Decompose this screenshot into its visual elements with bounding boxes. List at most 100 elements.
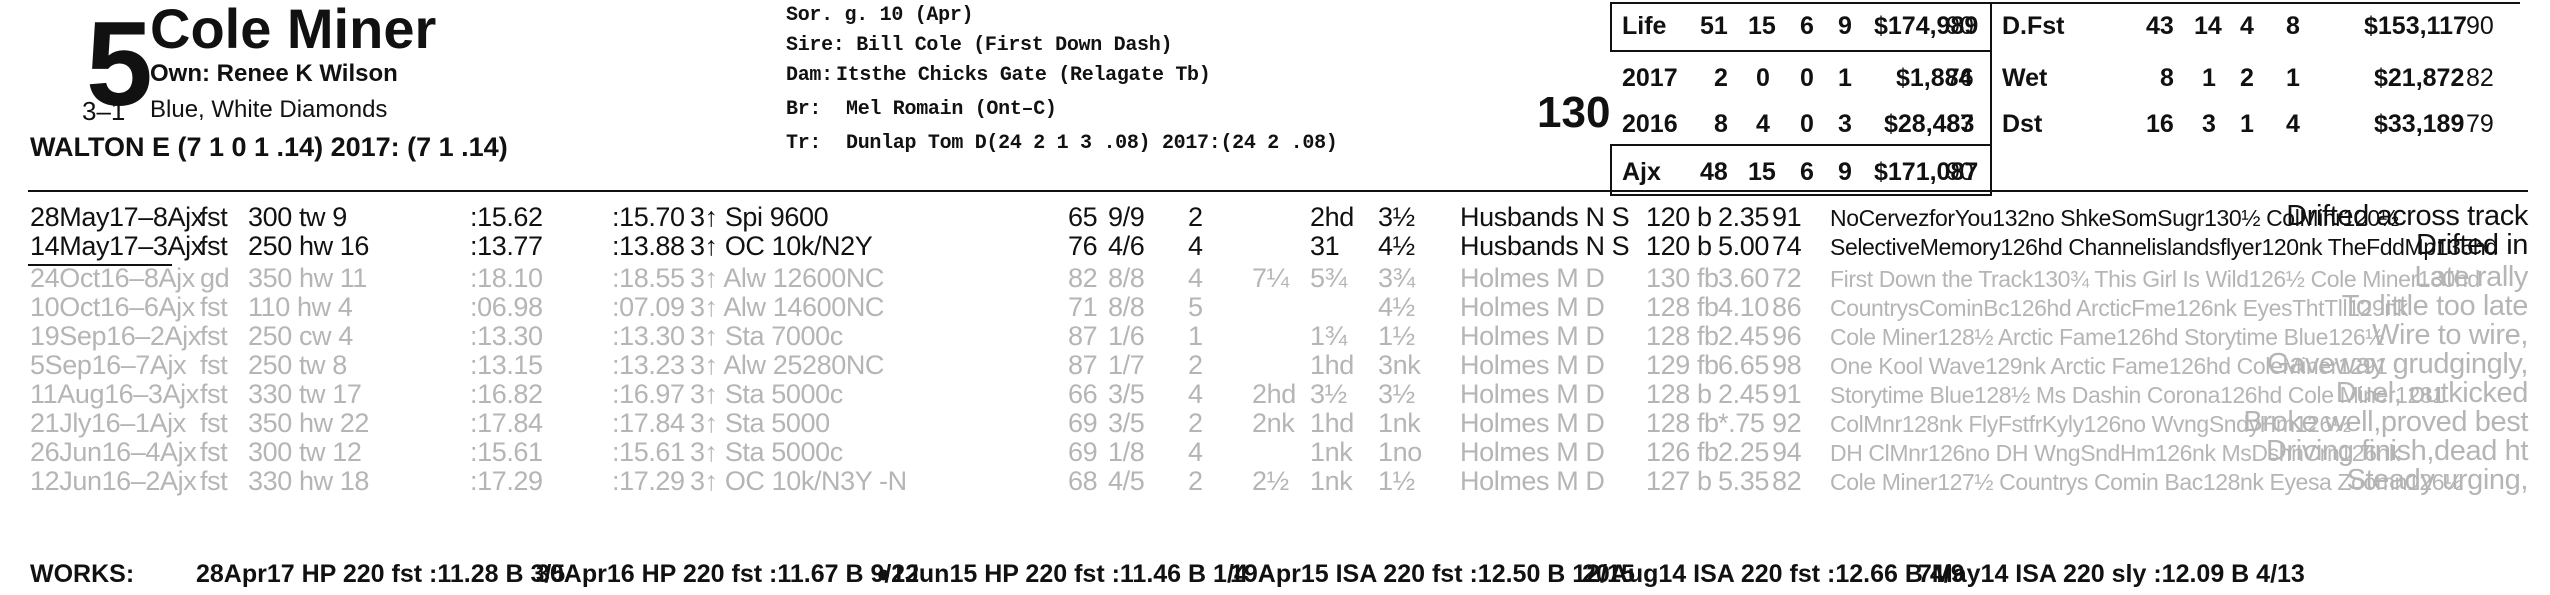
stat-starts: 16 [2146, 110, 2174, 138]
jockey: WALTON E (7 1 0 1 .14) 2017: (7 1 .14) [30, 132, 508, 162]
race-weight: 128 fb [1646, 321, 1719, 351]
race-figure: 82 [1772, 466, 1802, 496]
fraction-time: :17.29 [470, 466, 543, 496]
stats-box-ajx-rule [1610, 144, 1990, 146]
horse-name: Cole Miner [150, 0, 437, 60]
finish-position: 3nk [1378, 350, 1421, 380]
race-odds: 2.35 [1718, 202, 1769, 232]
final-time: :07.09 [612, 292, 685, 322]
final-time: :15.70 [612, 202, 685, 232]
fraction-time: :16.82 [470, 379, 543, 409]
works-label: WORKS: [30, 560, 135, 588]
race-weight: 120 b [1646, 202, 1712, 232]
race-weight: 130 fb [1646, 263, 1719, 293]
race-jockey: Holmes M D [1460, 350, 1605, 380]
stat-starts: 8 [2160, 64, 2174, 92]
post-position: 1/6 [1108, 321, 1145, 351]
stat-earnings: $33,189 [2374, 110, 2465, 138]
speed-figure: 87 [1068, 321, 1098, 351]
speed-figure: 69 [1068, 437, 1098, 467]
fraction-time: :13.30 [470, 321, 543, 351]
post-position: 9/9 [1108, 202, 1145, 232]
stat-figure: 90 [1946, 12, 1974, 40]
distance: 330 hw 18 [248, 466, 369, 496]
stretch-position: 1nk [1310, 437, 1353, 467]
post-position: 4/6 [1108, 231, 1145, 261]
race-odds: 3.60 [1718, 263, 1769, 293]
stat-wins: 15 [1748, 12, 1776, 40]
stat-figure: 79 [2466, 110, 2494, 138]
call-position: 2½ [1252, 466, 1289, 496]
race-remark: Late rally [2414, 261, 2528, 293]
stat-figure: 76 [1946, 64, 1974, 92]
distance: 250 tw 8 [248, 350, 347, 380]
trainer-label: Tr: [786, 132, 822, 155]
stat-earnings: $28,483 [1884, 110, 1975, 138]
stat-shows: 9 [1838, 158, 1852, 186]
race-jockey: Husbands N S [1460, 202, 1630, 232]
race-comment: ColMnr128nk FlyFstfrKyly126no WvngSndyHm… [1830, 411, 2351, 437]
race-jockey: Holmes M D [1460, 379, 1605, 409]
race-class: 3↑ Alw 25280NC [690, 350, 885, 380]
race-comment: SelectiveMemory126hd Channelislandsflyer… [1830, 234, 2498, 260]
track-condition: gd [200, 263, 230, 293]
stat-wins: 1 [2202, 64, 2216, 92]
silks: Blue, White Diamonds [150, 96, 388, 123]
stat-earnings: $21,872 [2374, 64, 2465, 92]
stretch-position: 31 [1310, 231, 1340, 261]
distance: 250 hw 16 [248, 231, 369, 261]
call-position: 2hd [1252, 379, 1296, 409]
race-figure: 86 [1772, 292, 1802, 322]
stat-places: 6 [1800, 158, 1814, 186]
stat-shows: 1 [2286, 64, 2300, 92]
stat-label: D.Fst [2002, 12, 2065, 40]
final-time: :13.23 [612, 350, 685, 380]
speed-figure: 71 [1068, 292, 1098, 322]
race-date: 28May17–8Ajx [30, 202, 204, 232]
work-item: 30Apr16 HP 220 fst :11.67 B 9/12 [536, 560, 920, 588]
race-date: 19Sep16–2Ajx [30, 321, 201, 351]
race-comment: One Kool Wave129nk Arctic Fame126hd Cole… [1830, 353, 2388, 379]
race-odds: 2.45 [1718, 379, 1769, 409]
speed-figure: 68 [1068, 466, 1098, 496]
stat-places: 6 [1800, 12, 1814, 40]
race-jockey: Holmes M D [1460, 437, 1605, 467]
final-time: :13.88 [612, 231, 685, 261]
stat-label: Ajx [1622, 158, 1661, 186]
speed-figure: 66 [1068, 379, 1098, 409]
finish-position: 4½ [1378, 231, 1415, 261]
stat-places: 1 [2240, 110, 2254, 138]
call-position: 7¼ [1252, 263, 1289, 293]
race-figure: 96 [1772, 321, 1802, 351]
race-date: 14May17–3Ajx [30, 231, 204, 261]
race-class: 3↑ Sta 7000c [690, 321, 843, 351]
speed-figure: 82 [1068, 263, 1098, 293]
stat-earnings: $1,884 [1896, 64, 1973, 92]
stat-shows: 4 [2286, 110, 2300, 138]
stat-label: Dst [2002, 110, 2043, 138]
fraction-time: :13.15 [470, 350, 543, 380]
post-position: 3/5 [1108, 379, 1145, 409]
morning-line-odds: 3–1 [82, 96, 126, 126]
race-comment: CountrysCominBc126hd ArcticFme126nk Eyes… [1830, 295, 2408, 321]
race-figure: 92 [1772, 408, 1802, 438]
stat-shows: 8 [2286, 12, 2300, 40]
start-position: 4 [1188, 231, 1203, 261]
race-date: 5Sep16–7Ajx [30, 350, 187, 380]
stretch-position: 1¾ [1310, 321, 1347, 351]
finish-position: 1½ [1378, 466, 1415, 496]
final-time: :17.29 [612, 466, 685, 496]
race-remark: Duel, outkicked [2335, 377, 2529, 409]
race-date: 24Oct16–8Ajx [30, 263, 195, 293]
race-jockey: Holmes M D [1460, 292, 1605, 322]
race-date: 21Jly16–1Ajx [30, 408, 186, 438]
fraction-time: :06.98 [470, 292, 543, 322]
stat-places: 0 [1800, 64, 1814, 92]
track-condition: fst [200, 321, 228, 351]
post-position: 1/7 [1108, 350, 1145, 380]
track-condition: fst [200, 437, 228, 467]
stat-shows: 1 [1838, 64, 1852, 92]
stat-starts: 8 [1714, 110, 1728, 138]
race-class: 3↑ Sta 5000c [690, 379, 843, 409]
stat-earnings: $174,989 [1874, 12, 1979, 40]
